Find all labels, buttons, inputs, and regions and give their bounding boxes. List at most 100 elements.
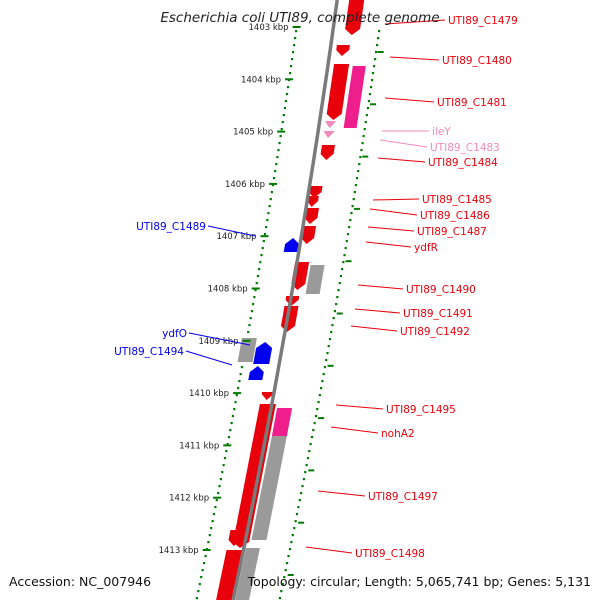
- tick-dot: [281, 583, 284, 586]
- tick-dot: [290, 541, 293, 544]
- trna-block: [324, 131, 335, 138]
- gene-label: UTI89_C1479: [448, 15, 518, 27]
- gene-block-forward: [336, 45, 350, 56]
- gene-block-forward: [228, 530, 244, 546]
- tick-dot: [327, 345, 330, 348]
- tick-dot: [258, 268, 261, 271]
- trna-block: [325, 121, 336, 128]
- tick-dot: [291, 58, 294, 61]
- tick-dot: [376, 44, 379, 47]
- gene-block-reverse: [283, 238, 300, 252]
- tick-dot: [200, 576, 203, 579]
- tick-dot: [227, 436, 231, 439]
- gene-block-forward: [308, 186, 323, 198]
- gene-block-reverse: [248, 366, 264, 380]
- tick-dot: [312, 429, 315, 432]
- label-leader-line: [384, 19, 446, 25]
- tick-dot: [359, 156, 362, 159]
- label-leader-line: [372, 198, 420, 201]
- tick-dot: [355, 177, 359, 180]
- tick-dot: [295, 513, 299, 516]
- tick-dot: [295, 30, 298, 33]
- tick-dot: [302, 478, 305, 481]
- tick-dot: [344, 247, 347, 250]
- tick-dot: [294, 520, 297, 523]
- tick-dot: [353, 191, 356, 194]
- tick-dot: [195, 597, 198, 600]
- tick-dot: [278, 597, 281, 600]
- tick-dot: [218, 485, 221, 488]
- gene-block-forward: [345, 0, 365, 35]
- tick-dot: [276, 156, 279, 159]
- topology-text: Topology: circular; Length: 5,065,741 bp…: [247, 574, 591, 589]
- label-leader-line: [330, 426, 379, 434]
- tick-dot: [368, 93, 372, 96]
- gene-label: nohA2: [381, 428, 415, 440]
- tick-dot: [267, 212, 270, 215]
- tick-dot: [221, 471, 224, 474]
- tick-dot: [280, 590, 283, 593]
- tick-dot: [197, 590, 200, 593]
- tick-dot: [279, 135, 282, 138]
- gene-label: UTI89_C1484: [428, 157, 498, 169]
- tick-dot: [239, 373, 242, 376]
- pseudogene-block: [235, 548, 260, 600]
- gene-block-forward: [261, 392, 275, 400]
- tick-dot: [330, 331, 333, 334]
- tick-dot: [289, 65, 293, 68]
- gene-block-reverse: [253, 342, 273, 364]
- tick-dot: [318, 394, 321, 397]
- tick-dot: [377, 37, 380, 40]
- gene-labels: UTI89_C1479 UTI89_C1480 UTI89_C1481 ileY UTI…: [114, 15, 518, 560]
- tick-dot: [363, 128, 366, 131]
- label-leader-line: [357, 284, 404, 290]
- kbp-label: 1406 kbp: [225, 180, 265, 190]
- tick-dot: [367, 100, 371, 103]
- tick-dot: [292, 51, 295, 54]
- tick-dot: [301, 485, 304, 488]
- tick-dot: [335, 303, 338, 306]
- gene-label: UTI89_C1490: [406, 284, 476, 296]
- tick-dot: [231, 415, 235, 418]
- kbp-label: 1411 kbp: [179, 441, 219, 451]
- label-leader-line: [354, 308, 401, 314]
- tick-dot: [235, 394, 238, 397]
- tick-dot: [287, 555, 290, 558]
- tick-dot: [338, 282, 341, 285]
- tick-dot: [284, 569, 287, 572]
- tick-dot: [337, 289, 340, 292]
- gene-label: UTI89_C1491: [403, 308, 473, 320]
- tick-dot: [360, 149, 363, 152]
- gene-block-forward-alt: [271, 408, 293, 436]
- gene-block-forward: [304, 208, 319, 224]
- pseudogene-block: [305, 265, 325, 294]
- kbp-label: 1409 kbp: [198, 337, 238, 347]
- tick-dot: [248, 324, 251, 327]
- tick-dot: [215, 499, 218, 502]
- tick-dot: [375, 51, 378, 54]
- gene-label: UTI89_C1483: [430, 142, 500, 154]
- gene-label: ydfO: [162, 328, 187, 340]
- tick-dot: [203, 562, 206, 565]
- tick-dot: [313, 422, 316, 425]
- tick-dot: [288, 72, 292, 75]
- tick-dot: [283, 576, 286, 579]
- tick-dot: [204, 555, 207, 558]
- kbp-label: 1407 kbp: [216, 232, 256, 242]
- tick-dot: [271, 184, 275, 187]
- label-leader-line: [350, 325, 398, 332]
- backbone-line: [231, 0, 339, 600]
- tick-dot: [352, 198, 355, 201]
- tick-dot: [339, 275, 343, 278]
- tick-dot: [238, 380, 241, 383]
- tick-dot: [272, 177, 276, 180]
- label-leader-line: [379, 139, 428, 148]
- tick-dot: [263, 233, 267, 236]
- tick-dot: [254, 289, 257, 292]
- kbp-label: 1405 kbp: [233, 128, 273, 138]
- tick-dot: [361, 142, 364, 145]
- tick-dot: [198, 583, 201, 586]
- tick-dot: [265, 226, 268, 229]
- tick-dot: [268, 205, 271, 208]
